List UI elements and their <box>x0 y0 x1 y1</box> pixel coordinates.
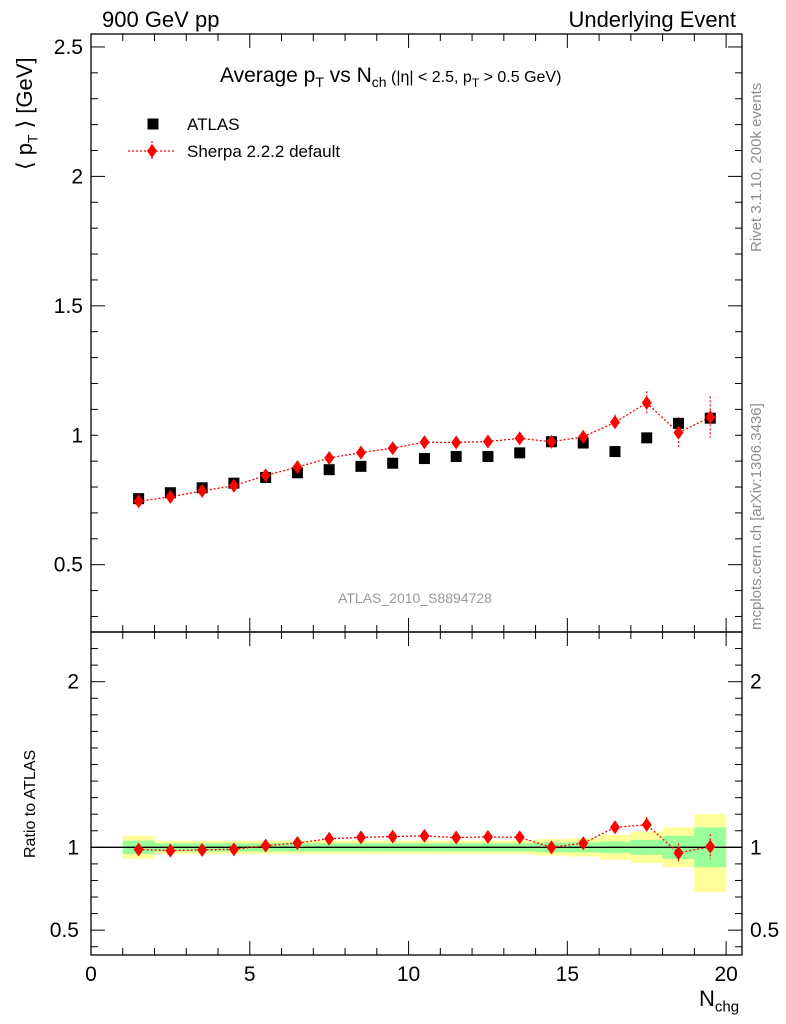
header-right-label: Underlying Event <box>568 7 736 32</box>
legend-mc-marker <box>147 144 157 158</box>
ratio-data-point <box>228 842 239 857</box>
ratio-data-point <box>292 836 303 851</box>
ratio-data-point <box>578 836 589 851</box>
atlas-data-point <box>609 446 621 458</box>
ratio-data-point <box>197 842 208 857</box>
atlas-data-point <box>323 464 335 476</box>
ratio-data-point <box>133 842 144 857</box>
header-left-label: 900 GeV pp <box>102 7 220 32</box>
atlas-data-point <box>450 450 462 462</box>
mc-data-point <box>578 429 589 444</box>
ratio-data-point <box>165 843 176 858</box>
mc-data-point <box>324 451 335 466</box>
x-tick-label: 20 <box>714 963 737 986</box>
mc-data-point <box>197 483 208 498</box>
mc-data-point <box>451 435 462 450</box>
mc-data-point <box>165 489 176 504</box>
mc-data-point <box>387 441 398 456</box>
mc-data-point <box>355 445 366 460</box>
legend-atlas-marker <box>147 118 159 130</box>
main-panel-axes: 0.5 1 1.5 2 2.5 ATLAS_2010_S8894728 <box>54 33 743 633</box>
mc-data-point <box>673 425 684 440</box>
atlas-data-point <box>672 417 684 429</box>
ratio-data-point <box>324 831 335 846</box>
ratio-panel-axes: 0 5 10 15 20 0.5 0.5 1 1 2 2 <box>50 631 779 986</box>
atlas-data-point <box>482 450 494 462</box>
y-tick-label: 1.5 <box>54 295 83 318</box>
mc-data-point <box>292 460 303 475</box>
chart-title: Average pT vs Nch (|η| < 2.5, pT > 0.5 G… <box>220 64 562 91</box>
mc-data-point <box>228 478 239 493</box>
atlas-data-point <box>514 447 526 459</box>
mc-data-point <box>482 434 493 449</box>
mc-data-point <box>546 434 557 449</box>
atlas-data-point <box>355 460 367 472</box>
ratio-data-point <box>546 840 557 855</box>
atlas-data-point <box>418 453 430 465</box>
ratio-data-point <box>673 845 684 860</box>
ratio-data-point <box>641 817 652 832</box>
legend-atlas-label: ATLAS <box>187 115 240 134</box>
x-tick-label: 5 <box>244 963 256 986</box>
mc-data-point <box>419 435 430 450</box>
ratio-frame <box>90 631 743 956</box>
x-tick-label: 15 <box>556 963 579 986</box>
y-tick-label: 0.5 <box>54 554 83 577</box>
mc-data-point <box>514 431 525 446</box>
ratio-data-point <box>355 830 366 845</box>
mc-data-point <box>609 415 620 430</box>
main-panel-marks <box>133 391 716 509</box>
ratio-data-point <box>419 828 430 843</box>
y-tick-label: 0.5 <box>50 919 79 942</box>
ratio-panel-marks <box>133 817 716 863</box>
ratio-data-point <box>387 829 398 844</box>
mc-data-point <box>641 395 652 410</box>
y-tick-label: 1 <box>71 424 83 447</box>
mc-data-point <box>705 410 716 425</box>
ratio-xlabel: Nchg <box>699 986 740 1016</box>
ratio-data-point <box>482 829 493 844</box>
x-tick-label: 0 <box>85 963 97 986</box>
ratio-data-point <box>260 838 271 853</box>
y-tick-label-right: 2 <box>750 671 762 694</box>
mc-data-point <box>133 494 144 509</box>
mc-line <box>138 402 711 502</box>
y-tick-label: 2 <box>67 671 79 694</box>
y-tick-label: 2.5 <box>54 36 83 59</box>
ratio-data-point <box>609 820 620 835</box>
y-tick-label-right: 1 <box>750 836 762 859</box>
y-tick-label-right: 0.5 <box>750 919 779 942</box>
ratio-data-point <box>514 830 525 845</box>
ratio-uncertainty-bands <box>122 814 727 893</box>
ratio-data-point <box>451 830 462 845</box>
x-tick-label: 10 <box>397 963 420 986</box>
atlas-data-point <box>641 432 653 444</box>
legend-mc-label: Sherpa 2.2.2 default <box>187 142 340 161</box>
legend: ATLAS Sherpa 2.2.2 default <box>128 115 340 161</box>
y-tick-label: 1 <box>67 836 79 859</box>
y-tick-label: 2 <box>71 165 83 188</box>
analysis-label: ATLAS_2010_S8894728 <box>338 590 492 606</box>
mc-data-point <box>260 468 271 483</box>
ratio-data-point <box>705 839 716 854</box>
atlas-data-point <box>387 457 399 469</box>
